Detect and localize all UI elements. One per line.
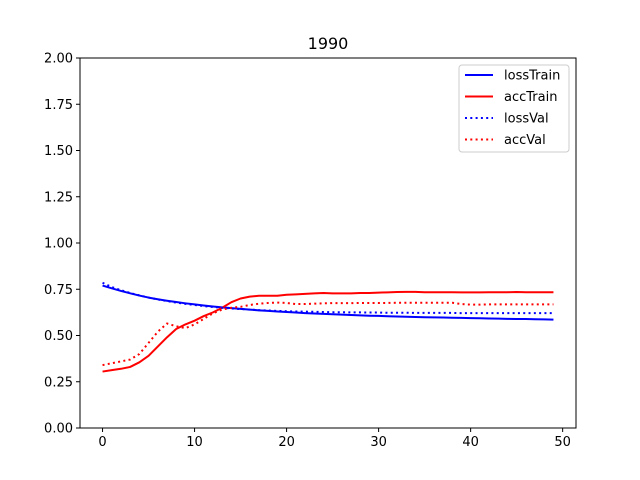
- y-tick-label: 2.00: [44, 52, 73, 67]
- y-axis: 0.00 0.25 0.50 0.75 1.00 1.25 1.50 1.75 2.00: [44, 52, 80, 437]
- series-line-accVal: [102, 301, 554, 367]
- y-tick-label: 0.25: [44, 375, 73, 390]
- legend: lossTrain accTrain lossVal accVal: [458, 64, 570, 153]
- legend-label-lossTrain: lossTrain: [504, 69, 560, 84]
- legend-label-accVal: accVal: [504, 133, 546, 148]
- legend-label-accTrain: accTrain: [504, 90, 557, 105]
- y-tick-label: 1.25: [44, 190, 73, 205]
- x-tick-label: 10: [186, 435, 203, 450]
- x-axis: 0 10 20 30 40 50: [98, 428, 571, 450]
- y-tick-label: 1.00: [44, 237, 73, 252]
- chart-title: 1990: [308, 34, 349, 53]
- series-line-lossVal: [102, 281, 554, 315]
- x-tick-label: 50: [554, 435, 571, 450]
- series-layer: [102, 281, 554, 373]
- y-tick-label: 0.00: [44, 422, 73, 437]
- series-line-lossTrain: [102, 284, 554, 321]
- x-tick-label: 30: [370, 435, 387, 450]
- series-line-accTrain: [102, 290, 554, 373]
- y-tick-label: 1.75: [44, 98, 73, 113]
- legend-label-lossVal: lossVal: [504, 112, 549, 127]
- y-tick-label: 0.50: [44, 329, 73, 344]
- x-tick-label: 0: [98, 435, 106, 450]
- y-tick-label: 1.50: [44, 144, 73, 159]
- legend-frame: [458, 64, 570, 153]
- y-tick-label: 0.75: [44, 283, 73, 298]
- x-tick-label: 40: [462, 435, 479, 450]
- x-tick-label: 20: [278, 435, 295, 450]
